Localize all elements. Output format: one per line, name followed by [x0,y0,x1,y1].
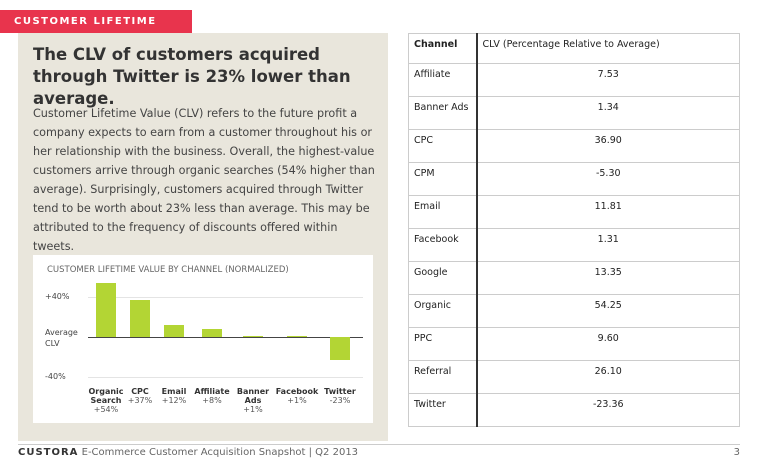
table-row: Facebook 1.31 [408,228,740,262]
clv-value: 26.10 [476,360,740,394]
table-row: Affiliate 7.53 [408,63,740,97]
table-row: Twitter -23.36 [408,393,740,427]
bar [243,336,263,337]
headline: The CLV of customers acquired through Tw… [33,45,351,108]
clv-value: 1.34 [476,96,740,130]
channel: Referral [408,360,478,394]
channel: Twitter [408,393,478,427]
clv-value: 36.90 [476,129,740,163]
channel: Affiliate [408,63,478,97]
channel: Google [408,261,478,295]
value-label: -23% [329,396,351,405]
bar [164,325,184,337]
column-header: CLV (Percentage Relative to Average) [476,33,740,64]
clv-value: 54.25 [476,294,740,328]
column-header: Channel [408,33,478,64]
clv-value: 9.60 [476,327,740,361]
channel: CPM [408,162,478,196]
clv-value: 1.31 [476,228,740,262]
bar [330,337,350,360]
value-label: +12% [161,396,187,405]
y-tick-label: Average CLV [45,328,78,348]
body-text: Customer Lifetime Value (CLV) refers to … [33,107,375,253]
value-label: +1% [243,405,263,414]
value-label: +37% [127,396,153,405]
y-tick-label: -40% [45,372,66,381]
footer: CUSTORA E-Commerce Customer Acquisition … [18,444,740,458]
bar [96,283,116,337]
clv-value: -23.36 [476,393,740,427]
table-row: CPC 36.90 [408,129,740,163]
x-tick-label: Facebook [275,387,319,396]
y-tick-label: +40% [45,292,70,301]
channel: CPC [408,129,478,163]
value-label: +8% [202,396,222,405]
table-row: PPC 9.60 [408,327,740,361]
x-tick-label: Email [161,387,187,396]
table-header: Channel CLV (Percentage Relative to Aver… [408,33,740,64]
channel: Organic [408,294,478,328]
clv-value: 13.35 [476,261,740,295]
bar [287,336,307,337]
table-row: Banner Ads 1.34 [408,96,740,130]
page-number: 3 [733,447,740,458]
table-row: CPM -5.30 [408,162,740,196]
channel: PPC [408,327,478,361]
grid-line [88,377,363,378]
x-tick-label: Banner Ads [236,387,270,405]
value-label: +1% [287,396,307,405]
value-label: +54% [93,405,119,414]
section-tag: CUSTOMER LIFETIME VALUE [0,10,192,50]
x-tick-label: CPC [131,387,149,396]
grid-line [88,297,363,298]
brand: CUSTORA [18,447,79,458]
channel: Banner Ads [408,96,478,130]
table-row: Organic 54.25 [408,294,740,328]
channel: Facebook [408,228,478,262]
bar [202,329,222,337]
table-row: Google 13.35 [408,261,740,295]
clv-value: -5.30 [476,162,740,196]
baseline [88,337,363,338]
clv-table: Channel CLV (Percentage Relative to Aver… [408,33,740,427]
footer-title: E-Commerce Customer Acquisition Snapshot… [81,447,359,458]
bar [130,300,150,337]
clv-value: 7.53 [476,63,740,97]
x-tick-label: Affiliate [194,387,230,396]
channel: Email [408,195,478,229]
table-row: Referral 26.10 [408,360,740,394]
clv-value: 11.81 [476,195,740,229]
table-row: Email 11.81 [408,195,740,229]
x-tick-label: Twitter [324,387,356,396]
chart-title: CUSTOMER LIFETIME VALUE BY CHANNEL (NORM… [47,265,289,275]
chart: CUSTOMER LIFETIME VALUE BY CHANNEL (NORM… [33,255,373,423]
x-tick-label: Organic Search [88,387,124,405]
